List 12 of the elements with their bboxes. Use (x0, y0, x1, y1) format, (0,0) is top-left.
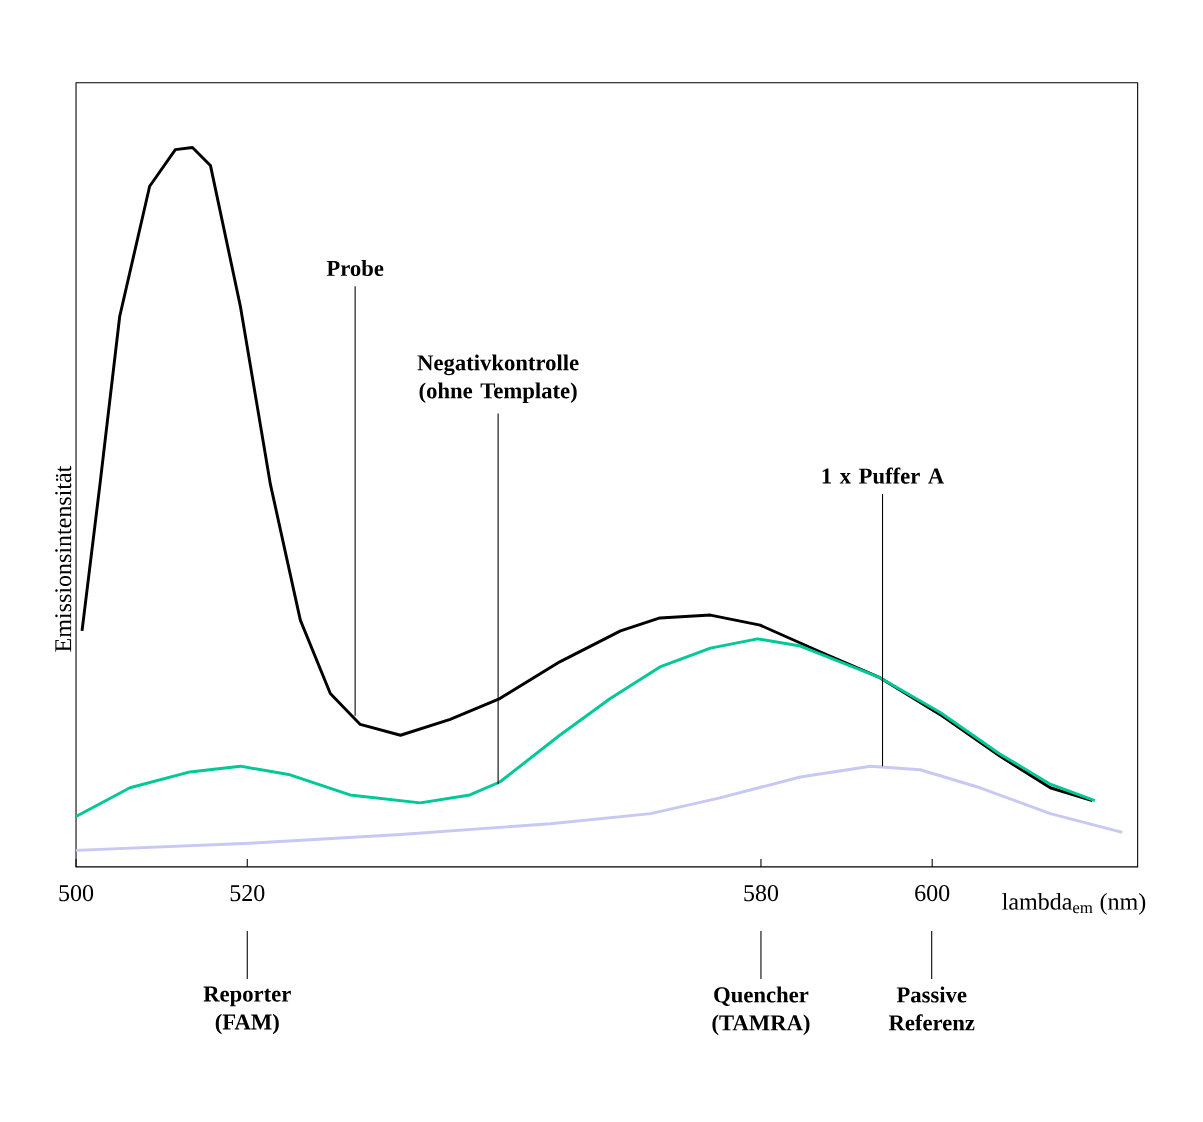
text: Passive Referenz (888, 986, 975, 1031)
annotation: Quencher (TAMRA) (712, 986, 810, 1036)
y-axis-title: Emissionsintensität (55, 465, 72, 652)
x-tick-label: 500 (59, 885, 94, 902)
annotation: 1 x Puffer A (822, 467, 945, 484)
annotation: Reporter (FAM) (203, 986, 291, 1035)
x-tick-label: 520 (230, 885, 265, 902)
x-tick-label: 580 (744, 885, 779, 902)
annotation: Probe (326, 260, 384, 277)
annotation: Negativkontrolle (ohne Template) (417, 354, 579, 404)
x-axis-title: lambda$_{em}$ (nm) (1002, 893, 1146, 915)
x-tick-label: 600 (915, 885, 950, 902)
